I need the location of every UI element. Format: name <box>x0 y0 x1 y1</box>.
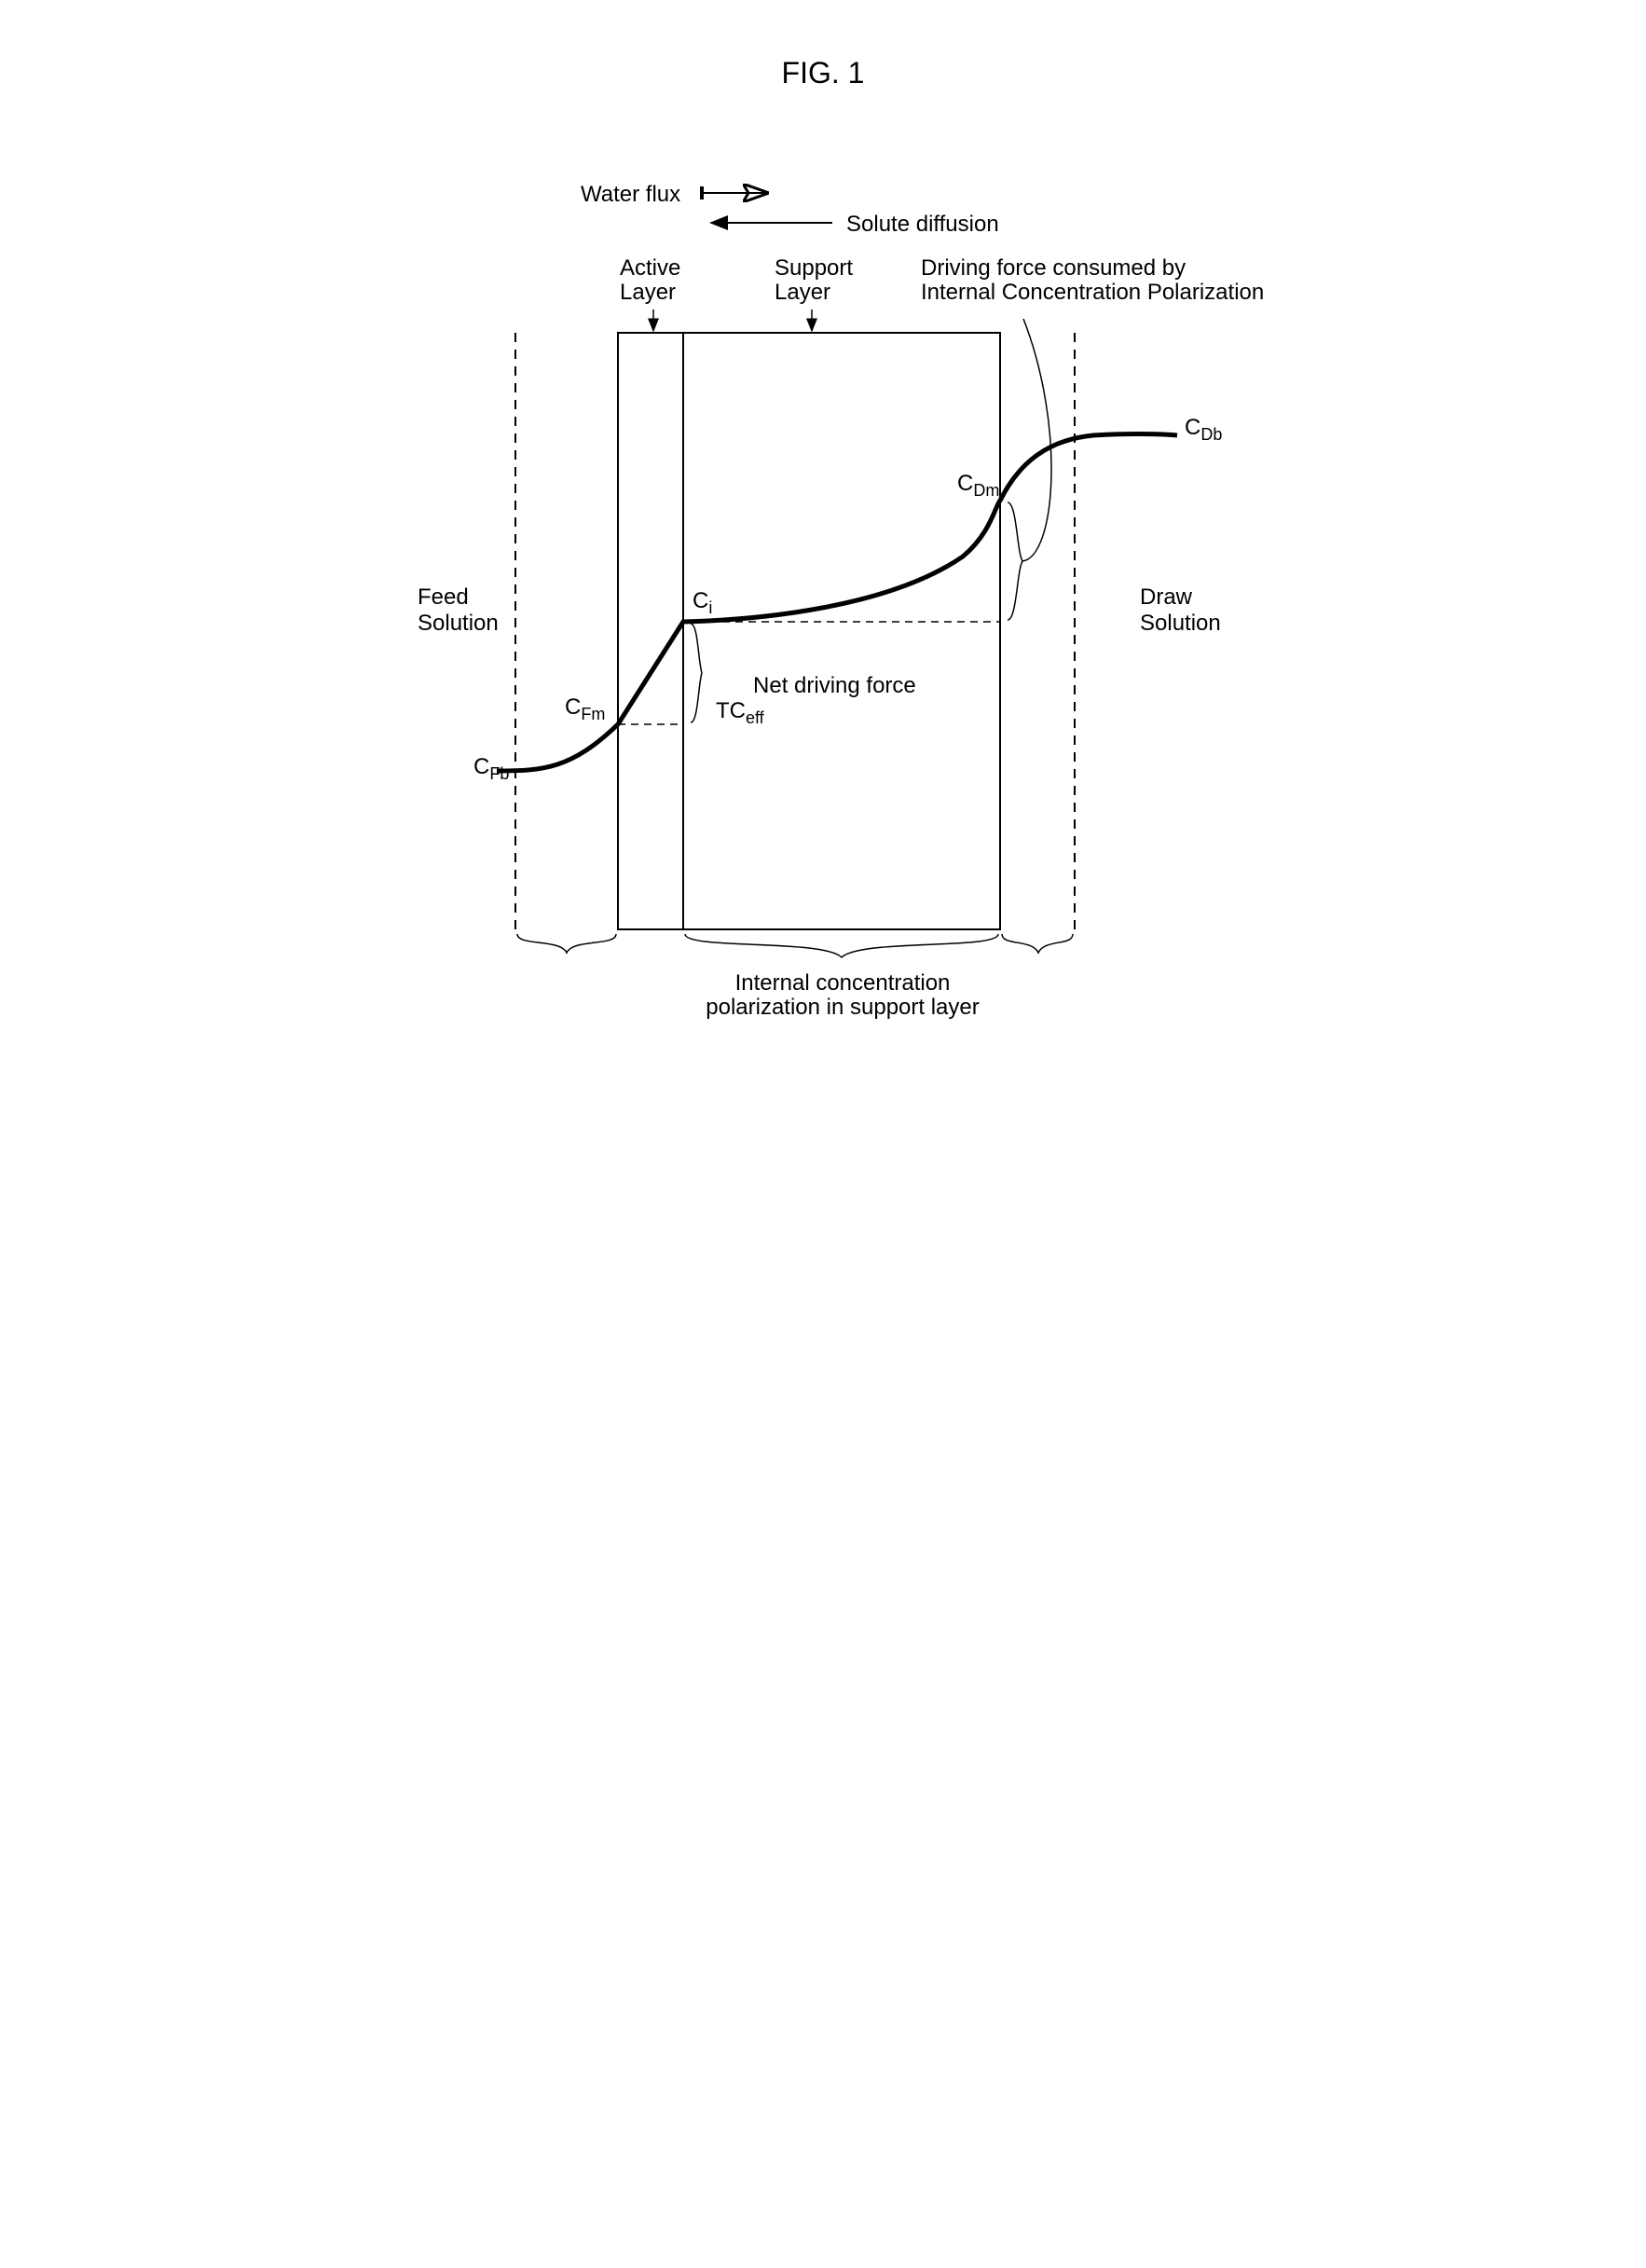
water-flux-label: Water flux <box>581 182 680 208</box>
draw-solution-label: Draw Solution <box>1140 584 1221 636</box>
icp-support-label: Internal concentration polarization in s… <box>698 971 987 1021</box>
water-flux-arrow-tail <box>700 186 704 199</box>
net-driving-brace <box>691 624 702 722</box>
solute-diffusion-label: Solute diffusion <box>846 212 999 238</box>
c-fm-label: CFm <box>565 694 605 724</box>
support-layer-label: Support Layer <box>775 256 853 306</box>
driving-force-consumed-label: Driving force consumed by Internal Conce… <box>921 256 1264 306</box>
icp-consumed-brace <box>1008 502 1022 620</box>
diagram-area: Water flux Solute diffusion Active Layer… <box>404 165 1242 1051</box>
c-i-label: Ci <box>693 588 712 618</box>
c-dm-label: CDm <box>957 471 999 501</box>
bottom-brace-left <box>517 934 616 953</box>
active-layer-label: Active Layer <box>620 256 680 306</box>
figure-title: FIG. 1 <box>404 56 1242 90</box>
bottom-brace-right <box>1002 934 1073 953</box>
c-db-label: CDb <box>1185 415 1222 445</box>
c-fb-label: CFb <box>473 754 509 784</box>
bottom-brace-support <box>685 934 998 957</box>
feed-solution-label: Feed Solution <box>418 584 499 636</box>
net-driving-label: Net driving force TCeff <box>716 650 916 752</box>
icp-connector-curve <box>1022 319 1051 561</box>
